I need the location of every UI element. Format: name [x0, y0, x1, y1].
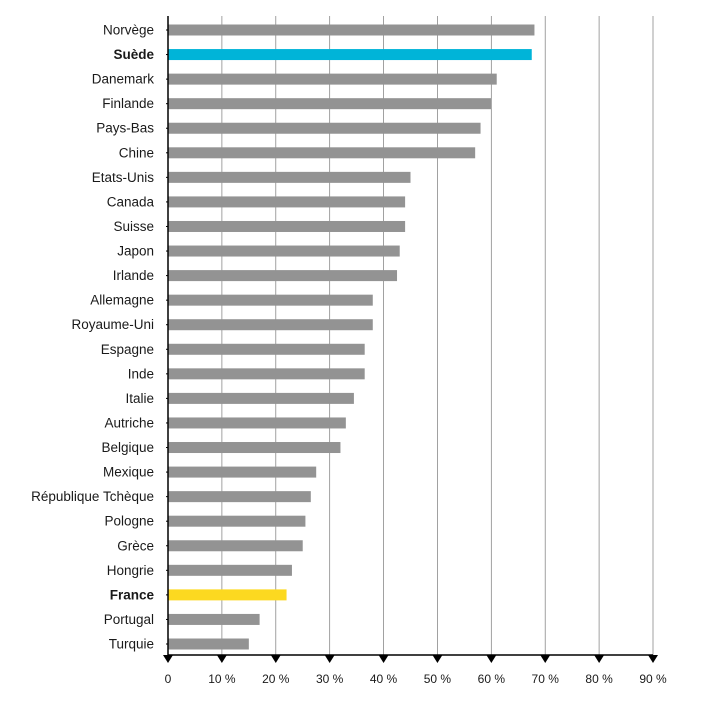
bar-2 [168, 73, 497, 85]
bar-12 [168, 319, 373, 331]
category-label-11: Allemagne [90, 293, 154, 308]
bar-10 [168, 270, 398, 282]
bar-6 [168, 171, 411, 183]
bar-7 [168, 196, 406, 208]
x-tick-label-20: 20 % [262, 672, 290, 686]
x-tick-marker-10 [216, 655, 227, 663]
axes [163, 16, 658, 663]
bar-4 [168, 122, 481, 134]
category-label-16: Autriche [104, 415, 154, 430]
category-label-9: Japon [117, 244, 154, 259]
x-tick-label-70: 70 % [532, 672, 560, 686]
bar-23 [168, 589, 287, 601]
category-label-3: Finlande [102, 96, 154, 111]
category-label-4: Pays-Bas [96, 121, 154, 136]
category-label-12: Royaume-Uni [71, 317, 154, 332]
bar-13 [168, 343, 365, 355]
category-label-17: Belgique [101, 440, 154, 455]
x-tick-marker-40 [378, 655, 389, 663]
bar-18 [168, 466, 317, 478]
x-tick-label-40: 40 % [370, 672, 398, 686]
category-label-10: Irlande [113, 268, 154, 283]
bars [168, 24, 535, 650]
grid-lines [221, 16, 654, 655]
bar-14 [168, 368, 365, 380]
bar-11 [168, 294, 373, 306]
category-label-19: République Tchèque [31, 489, 154, 504]
bar-19 [168, 491, 311, 503]
category-label-25: Turquie [109, 637, 154, 652]
x-tick-label-60: 60 % [478, 672, 506, 686]
x-tick-label-30: 30 % [316, 672, 344, 686]
category-label-20: Pologne [104, 514, 154, 529]
category-label-23: France [110, 587, 155, 602]
category-label-15: Italie [125, 391, 154, 406]
x-tick-marker-50 [432, 655, 443, 663]
category-label-22: Hongrie [107, 563, 154, 578]
x-tick-label-90: 90 % [639, 672, 667, 686]
x-tick-marker-70 [540, 655, 551, 663]
category-label-18: Mexique [103, 465, 154, 480]
bar-1 [168, 49, 532, 61]
bar-9 [168, 245, 400, 257]
x-tick-label-50: 50 % [424, 672, 452, 686]
x-tick-marker-80 [594, 655, 605, 663]
bar-5 [168, 147, 476, 159]
x-tick-label-10: 10 % [208, 672, 236, 686]
bar-22 [168, 564, 292, 576]
category-label-7: Canada [107, 194, 155, 209]
category-label-6: Etats-Unis [92, 170, 155, 185]
x-tick-marker-90 [648, 655, 658, 663]
category-label-13: Espagne [101, 342, 154, 357]
bar-21 [168, 540, 303, 552]
bar-16 [168, 417, 346, 429]
category-label-5: Chine [119, 145, 154, 160]
category-labels: Norvège Suède Danemark Finlande Pays-Bas Chin… [31, 23, 154, 652]
x-tick-marker-60 [486, 655, 497, 663]
category-label-24: Portugal [104, 612, 154, 627]
category-label-21: Grèce [117, 538, 154, 553]
x-tick-marker-0 [163, 655, 173, 663]
category-label-0: Norvège [103, 23, 154, 38]
x-tick-label-80: 80 % [585, 672, 613, 686]
x-tick-marker-30 [324, 655, 335, 663]
category-label-8: Suisse [113, 219, 154, 234]
bar-15 [168, 392, 354, 404]
bar-24 [168, 613, 260, 625]
x-tick-marker-20 [270, 655, 281, 663]
category-label-14: Inde [128, 366, 154, 381]
x-tick-label-0: 0 [165, 672, 172, 686]
bar-20 [168, 515, 306, 527]
bar-3 [168, 98, 492, 110]
bar-8 [168, 220, 406, 232]
bar-25 [168, 638, 249, 650]
bar-0 [168, 24, 535, 36]
category-label-1: Suède [113, 47, 154, 62]
category-label-2: Danemark [92, 72, 155, 87]
x-tick-labels: 0 10 % 20 % 30 % 40 % 50 % 60 % 70 % 80 % 90 % [165, 672, 667, 686]
bar-17 [168, 442, 341, 454]
